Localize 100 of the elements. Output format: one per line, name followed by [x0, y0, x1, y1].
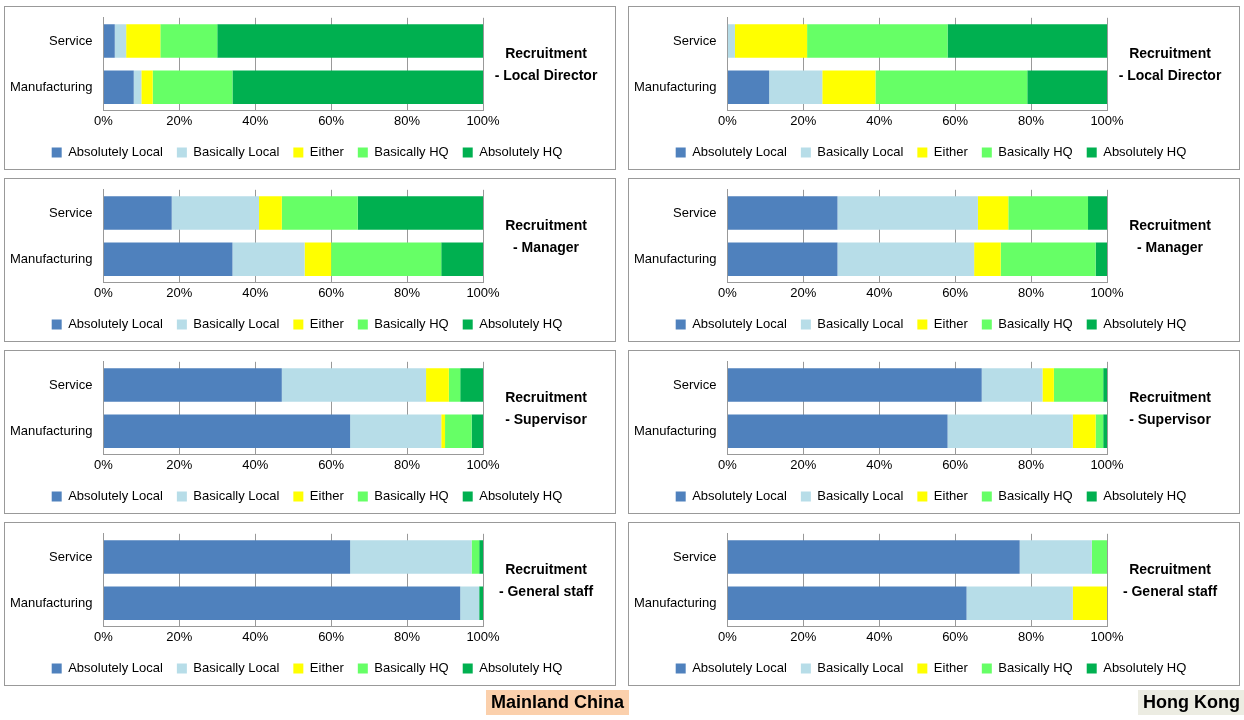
y-tick-label: Manufacturing	[9, 78, 93, 94]
bar	[1008, 196, 1089, 230]
x-tick-label: 20%	[790, 284, 817, 300]
x-tick-label: 60%	[942, 456, 969, 472]
text: Recruitment - Local Director	[1117, 44, 1223, 86]
bar	[807, 24, 948, 58]
bar	[1027, 70, 1107, 104]
bar	[357, 196, 483, 230]
x-tick-label: 0%	[93, 456, 114, 472]
x-tick-label: 20%	[166, 628, 193, 644]
text: Recruitment - Supervisor	[504, 388, 588, 430]
x-tick-label: 80%	[1018, 456, 1045, 472]
legend-label: Absolutely HQ	[1103, 488, 1187, 504]
bar	[727, 540, 1020, 574]
x-tick-label: 0%	[93, 112, 114, 128]
y-tick-label: Service	[673, 548, 717, 564]
legend-label: Basically HQ	[998, 488, 1073, 504]
legend-label: Either	[309, 316, 345, 332]
x-tick-label: 0%	[717, 284, 738, 300]
legend-label: Basically Local	[193, 488, 280, 504]
bar	[217, 24, 483, 58]
legend-label: Absolutely Local	[68, 488, 163, 504]
bar	[974, 242, 1001, 276]
y-tick-label: Manufacturing	[633, 78, 717, 94]
x-tick-label: 40%	[242, 284, 269, 300]
x-tick-label: 60%	[942, 628, 969, 644]
legend-label: Either	[933, 316, 969, 332]
bar	[727, 242, 838, 276]
legend-label: Basically Local	[193, 316, 280, 332]
bar	[103, 414, 351, 448]
legend-label: Absolutely HQ	[1103, 660, 1187, 676]
bar	[837, 242, 975, 276]
legend-label: Absolutely Local	[692, 144, 787, 160]
bar	[441, 414, 446, 448]
x-tick-label: 100%	[466, 284, 501, 300]
y-tick-label: Service	[673, 204, 717, 220]
legend-label: Absolutely HQ	[479, 660, 563, 676]
legend-label: Basically Local	[193, 660, 280, 676]
legend-label: Basically HQ	[374, 144, 449, 160]
x-tick-label: 100%	[466, 628, 501, 644]
legend-label: Absolutely Local	[692, 316, 787, 332]
legend-label: Basically Local	[193, 144, 280, 160]
bar	[977, 196, 1009, 230]
y-tick-label: Service	[49, 376, 93, 392]
x-tick-label: 20%	[166, 112, 193, 128]
x-tick-label: 60%	[318, 284, 345, 300]
bar	[1000, 242, 1096, 276]
bar	[1088, 196, 1107, 230]
bar	[281, 368, 427, 402]
y-tick-label: Manufacturing	[9, 594, 93, 610]
x-tick-label: 80%	[394, 284, 421, 300]
x-tick-label: 0%	[93, 628, 114, 644]
legend-label: Basically Local	[817, 488, 904, 504]
bar	[103, 70, 134, 104]
bar	[152, 70, 233, 104]
bar	[727, 368, 982, 402]
x-tick-label: 20%	[790, 456, 817, 472]
x-tick-label: 40%	[242, 456, 269, 472]
bar	[727, 196, 838, 230]
x-tick-label: 100%	[1090, 112, 1125, 128]
bar	[350, 414, 442, 448]
bar	[727, 586, 967, 620]
x-tick-label: 40%	[866, 112, 893, 128]
text: Recruitment - Supervisor	[1128, 388, 1212, 430]
bar	[171, 196, 260, 230]
x-tick-label: 0%	[717, 112, 738, 128]
x-tick-label: 60%	[318, 456, 345, 472]
x-tick-label: 20%	[790, 112, 817, 128]
x-tick-label: 80%	[1018, 284, 1045, 300]
legend-label: Absolutely HQ	[1103, 316, 1187, 332]
bar	[460, 586, 480, 620]
y-tick-label: Service	[673, 32, 717, 48]
bar	[350, 540, 472, 574]
bar	[281, 196, 358, 230]
x-tick-label: 0%	[717, 456, 738, 472]
bar	[1095, 414, 1104, 448]
bar	[727, 24, 735, 58]
y-tick-label: Manufacturing	[633, 594, 717, 610]
x-tick-label: 40%	[242, 628, 269, 644]
x-tick-label: 60%	[942, 112, 969, 128]
bar	[966, 586, 1073, 620]
x-tick-label: 60%	[318, 628, 345, 644]
bar	[947, 24, 1107, 58]
bar	[1095, 242, 1107, 276]
x-tick-label: 20%	[790, 628, 817, 644]
legend-label: Basically Local	[817, 144, 904, 160]
legend-label: Absolutely HQ	[479, 488, 563, 504]
legend-label: Basically HQ	[374, 660, 449, 676]
y-tick-label: Manufacturing	[9, 250, 93, 266]
bar	[875, 70, 1028, 104]
text: Recruitment - Local Director	[493, 44, 599, 86]
x-tick-label: 100%	[1090, 628, 1125, 644]
legend-label: Either	[309, 660, 345, 676]
text: Recruitment - General staff	[1121, 560, 1219, 602]
legend-label: Absolutely HQ	[479, 316, 563, 332]
x-tick-label: 60%	[942, 284, 969, 300]
legend-label: Either	[309, 488, 345, 504]
bar	[822, 70, 876, 104]
bar	[441, 242, 483, 276]
bar	[160, 24, 218, 58]
